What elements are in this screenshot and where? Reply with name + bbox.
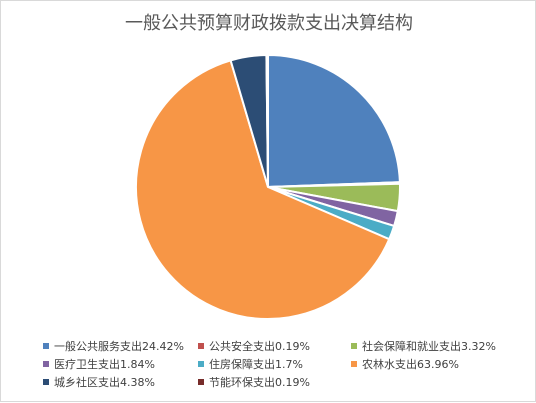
legend-label: 社会保障和就业支出3.32% xyxy=(362,340,496,353)
legend-label: 城乡社区支出4.38% xyxy=(54,376,155,389)
legend-item-1: 公共安全支出0.19% xyxy=(198,338,310,354)
legend-label: 住房保障支出1.7% xyxy=(209,358,303,371)
legend-swatch xyxy=(198,361,204,367)
legend-item-5: 农林水支出63.96% xyxy=(351,356,459,372)
legend-item-6: 城乡社区支出4.38% xyxy=(43,374,155,390)
legend-swatch xyxy=(198,343,204,349)
pie-slice-0 xyxy=(267,53,401,189)
legend-item-3: 医疗卫生支出1.84% xyxy=(43,356,155,372)
legend-swatch xyxy=(351,343,357,349)
legend-label: 农林水支出63.96% xyxy=(362,358,459,371)
legend-label: 公共安全支出0.19% xyxy=(209,340,310,353)
legend-label: 医疗卫生支出1.84% xyxy=(54,358,155,371)
legend-swatch xyxy=(43,361,49,367)
legend-swatch xyxy=(43,379,49,385)
pie-slice-7 xyxy=(265,53,269,188)
legend-item-4: 住房保障支出1.7% xyxy=(198,356,303,372)
legend-swatch xyxy=(43,343,49,349)
legend-item-0: 一般公共服务支出24.42% xyxy=(43,338,184,354)
legend-label: 节能环保支出0.19% xyxy=(209,376,310,389)
legend-item-7: 节能环保支出0.19% xyxy=(198,374,310,390)
pie-slice-5 xyxy=(135,59,391,320)
chart-title: 一般公共预算财政拨款支出决算结构 xyxy=(125,13,413,34)
legend-label: 一般公共服务支出24.42% xyxy=(54,340,184,353)
legend-swatch xyxy=(351,361,357,367)
legend-item-2: 社会保障和就业支出3.32% xyxy=(351,338,496,354)
legend-swatch xyxy=(198,379,204,385)
